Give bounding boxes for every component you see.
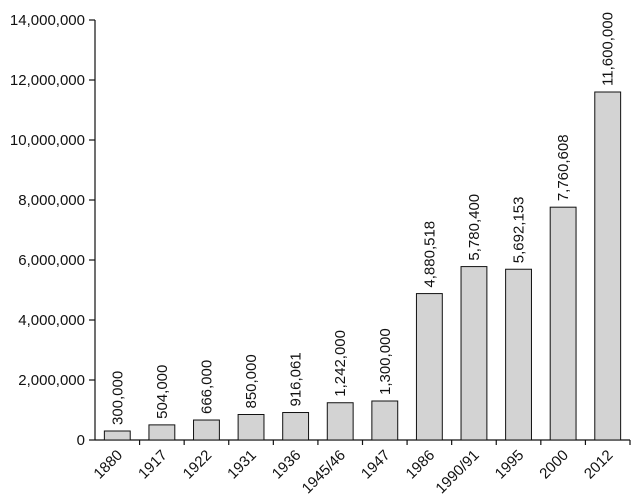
y-tick-label: 8,000,000	[18, 192, 85, 209]
y-tick-label: 2,000,000	[18, 372, 85, 389]
data-label: 300,000	[109, 371, 126, 425]
y-tick-label: 6,000,000	[18, 252, 85, 269]
data-label: 916,061	[288, 352, 305, 406]
x-tick-label: 1995	[492, 447, 528, 483]
data-label: 1,300,000	[377, 328, 394, 395]
data-label: 666,000	[198, 360, 215, 414]
y-tick-label: 12,000,000	[10, 72, 85, 89]
x-tick-label: 1947	[358, 447, 394, 483]
bar-1947	[371, 400, 399, 441]
data-label: 4,880,518	[421, 221, 438, 288]
x-tick-label: 1990/91	[432, 447, 482, 497]
bar-1990-91	[460, 266, 488, 441]
data-label: 1,242,000	[332, 330, 349, 397]
bar-2000	[549, 206, 577, 441]
bar-1880	[103, 430, 131, 441]
data-label: 5,780,400	[466, 194, 483, 261]
y-tick-label: 4,000,000	[18, 312, 85, 329]
x-tick-label: 1880	[90, 447, 126, 483]
bar-2012	[594, 91, 622, 441]
data-label: 11,600,000	[600, 12, 617, 86]
bar-1936	[282, 412, 310, 441]
x-tick-label: 1986	[403, 447, 439, 483]
bar-1931	[237, 414, 265, 441]
y-axis: 0 2,000,000 4,000,000 6,000,000 8,000,000 10,…	[10, 12, 96, 449]
data-label: 504,000	[154, 365, 171, 419]
y-tick-label: 14,000,000	[10, 12, 85, 29]
bars	[103, 91, 622, 441]
bar-1922	[193, 419, 220, 441]
data-label: 850,000	[243, 354, 260, 408]
data-label: 5,692,153	[511, 197, 528, 264]
bar-1986	[415, 293, 443, 441]
y-tick-label: 10,000,000	[10, 132, 85, 149]
x-tick-label: 2000	[536, 447, 572, 483]
x-tick-label: 1945/46	[299, 447, 349, 497]
data-label: 7,760,608	[555, 134, 572, 201]
x-tick-label: 1936	[269, 447, 305, 483]
bar-1945-46	[326, 402, 354, 441]
x-tick-label: 1917	[135, 447, 171, 483]
y-tick-label: 0	[77, 432, 85, 449]
x-tick-label: 1931	[224, 447, 260, 483]
data-labels: 300,000 504,000 666,000 850,000 916,061 1,242…	[109, 12, 616, 425]
x-tick-label: 1922	[180, 447, 216, 483]
bar-1917	[148, 424, 176, 441]
x-tick-label: 2012	[581, 447, 617, 483]
bar-1995	[505, 268, 532, 441]
